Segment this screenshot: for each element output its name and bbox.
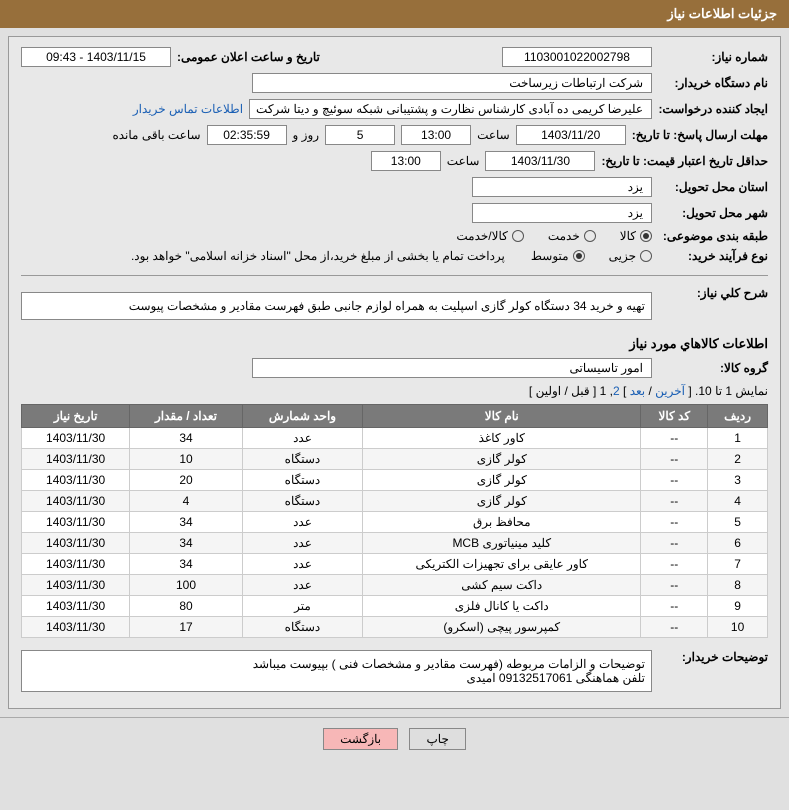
remaining-label: ساعت باقی مانده [112,128,200,142]
delivery-province: یزد [472,177,652,197]
footer-buttons: چاپ بازگشت [0,717,789,758]
category-label: طبقه بندی موضوعی: [658,229,768,243]
print-button[interactable]: چاپ [409,728,465,750]
table-row: 7--کاور عایقی برای تجهیزات الکتریکیعدد34… [22,554,768,575]
announce-value: 1403/11/15 - 09:43 [21,47,171,67]
table-header: تعداد / مقدار [130,405,243,428]
pager-page-2[interactable]: 2 [613,384,620,398]
table-header: تاریخ نیاز [22,405,130,428]
pager-next[interactable]: بعد [630,384,645,398]
table-header: واحد شمارش [242,405,362,428]
buyer-org-value: شرکت ارتباطات زیرساخت [252,73,652,93]
deadline-time: 13:00 [401,125,471,145]
main-panel: شماره نیاز: 1103001022002798 تاریخ و ساع… [8,36,781,709]
buyer-notes-label: توضیحات خریدار: [658,650,768,664]
radio-goods[interactable] [640,230,652,242]
page-header: جزئیات اطلاعات نیاز [0,0,789,28]
table-row: 5--محافظ برقعدد341403/11/30 [22,512,768,533]
radio-medium[interactable] [573,250,585,262]
buyer-notes: توضیحات و الزامات مربوطه (فهرست مقادیر و… [21,650,652,692]
purchase-type-label: نوع فرآیند خرید: [658,249,768,263]
pager-last[interactable]: آخرین [655,384,685,398]
requester-value: علیرضا کریمی ده آبادی کارشناس نظارت و پش… [249,99,652,119]
countdown-value: 02:35:59 [207,125,287,145]
announce-label: تاریخ و ساعت اعلان عمومی: [177,50,327,64]
purchase-note: پرداخت تمام یا بخشی از مبلغ خرید،از محل … [131,249,505,263]
table-header: ردیف [708,405,768,428]
goods-group-value: امور تاسیساتی [252,358,652,378]
buyer-org-label: نام دستگاه خریدار: [658,76,768,90]
delivery-city: یزد [472,203,652,223]
requester-label: ایجاد کننده درخواست: [658,102,768,116]
table-row: 8--داکت سیم کشیعدد1001403/11/30 [22,575,768,596]
deadline-label: مهلت ارسال پاسخ: تا تاریخ: [632,128,768,142]
pager-prev-first: قبل / اولین [536,384,590,398]
time-label-1: ساعت [477,128,510,142]
table-row: 4--کولر گازیدستگاه41403/11/30 [22,491,768,512]
buyer-contact-link[interactable]: اطلاعات تماس خریدار [133,102,243,116]
delivery-province-label: استان محل تحویل: [658,180,768,194]
pager-page-1: 1 [600,384,607,398]
radio-goods-service[interactable] [512,230,524,242]
days-remaining: 5 [325,125,395,145]
goods-table: ردیفکد کالانام کالاواحد شمارشتعداد / مقد… [21,404,768,638]
table-row: 9--داکت یا کانال فلزیمتر801403/11/30 [22,596,768,617]
back-button[interactable]: بازگشت [323,728,398,750]
radio-partial[interactable] [640,250,652,262]
radio-service[interactable] [584,230,596,242]
goods-group-label: گروه کالا: [658,361,768,375]
table-header: نام کالا [363,405,641,428]
goods-info-title: اطلاعات کالاهاي مورد نياز [21,336,768,352]
need-no-label: شماره نیاز: [658,50,768,64]
min-valid-time: 13:00 [371,151,441,171]
overall-desc-label: شرح کلي نياز: [658,286,768,300]
table-row: 3--کولر گازیدستگاه201403/11/30 [22,470,768,491]
pager: نمایش 1 تا 10. [ آخرین / بعد ] 2, 1 [ قب… [21,384,768,398]
overall-desc-value: تهیه و خرید 34 دستگاه کولر گازی اسپلیت ب… [21,292,652,320]
delivery-city-label: شهر محل تحویل: [658,206,768,220]
page-title: جزئیات اطلاعات نیاز [667,6,777,21]
days-and-label: روز و [293,128,320,142]
table-row: 1--کاور کاغذعدد341403/11/30 [22,428,768,449]
time-label-2: ساعت [447,154,480,168]
category-radios: کالا خدمت کالا/خدمت [456,229,652,243]
purchase-type-radios: جزیی متوسط [531,249,652,263]
min-valid-date: 1403/11/30 [485,151,595,171]
table-row: 2--کولر گازیدستگاه101403/11/30 [22,449,768,470]
table-row: 6--کلید مینیاتوری MCBعدد341403/11/30 [22,533,768,554]
table-header: کد کالا [641,405,708,428]
min-valid-label: حداقل تاریخ اعتبار قیمت: تا تاریخ: [601,154,768,168]
deadline-date: 1403/11/20 [516,125,626,145]
need-no-value: 1103001022002798 [502,47,652,67]
table-row: 10--کمپرسور پیچی (اسکرو)دستگاه171403/11/… [22,617,768,638]
